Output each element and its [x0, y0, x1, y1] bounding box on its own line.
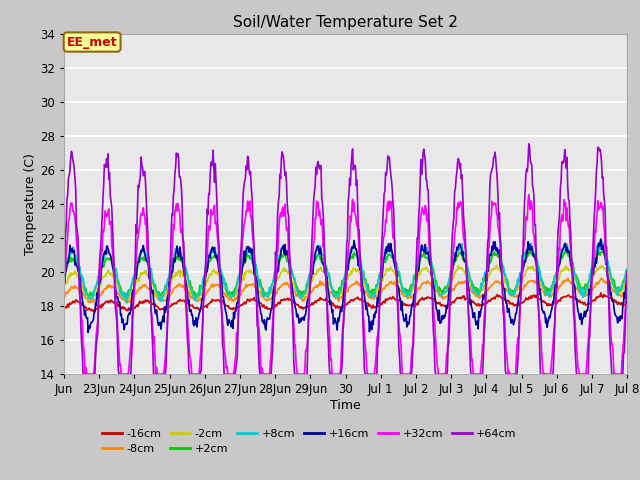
- -16cm: [60, 306, 68, 312]
- -8cm: [564, 275, 572, 281]
- +64cm: [127, 372, 134, 377]
- +8cm: [598, 239, 606, 244]
- +32cm: [436, 372, 444, 377]
- +8cm: [436, 292, 444, 298]
- Line: +32cm: +32cm: [64, 195, 627, 374]
- -2cm: [60, 286, 68, 291]
- +32cm: [280, 214, 287, 219]
- -8cm: [127, 297, 134, 302]
- +2cm: [127, 287, 134, 293]
- -8cm: [123, 300, 131, 306]
- +8cm: [127, 284, 134, 289]
- Y-axis label: Temperature (C): Temperature (C): [24, 153, 37, 255]
- +64cm: [436, 372, 444, 377]
- +8cm: [123, 300, 131, 305]
- +32cm: [127, 341, 134, 347]
- Text: EE_met: EE_met: [67, 36, 118, 48]
- +16cm: [84, 330, 92, 336]
- Line: -2cm: -2cm: [64, 265, 627, 300]
- +2cm: [230, 287, 238, 292]
- +8cm: [623, 266, 631, 272]
- -8cm: [230, 298, 238, 303]
- +64cm: [623, 268, 631, 274]
- +2cm: [436, 287, 444, 292]
- +8cm: [230, 292, 238, 298]
- +16cm: [230, 316, 238, 322]
- -2cm: [404, 292, 412, 298]
- +2cm: [527, 247, 534, 253]
- Line: +64cm: +64cm: [64, 144, 627, 374]
- -2cm: [623, 277, 631, 283]
- +8cm: [280, 245, 287, 251]
- +64cm: [230, 372, 238, 377]
- -2cm: [89, 297, 97, 302]
- -2cm: [230, 295, 238, 300]
- +2cm: [60, 274, 68, 279]
- -8cm: [259, 292, 266, 298]
- +32cm: [525, 192, 532, 198]
- +64cm: [404, 372, 412, 377]
- -16cm: [597, 290, 605, 296]
- +8cm: [259, 289, 266, 295]
- +2cm: [123, 295, 131, 301]
- X-axis label: Time: Time: [330, 399, 361, 412]
- -16cm: [623, 299, 631, 304]
- -16cm: [230, 306, 238, 312]
- +64cm: [259, 372, 266, 377]
- Line: +2cm: +2cm: [64, 250, 627, 298]
- -2cm: [127, 291, 134, 297]
- +32cm: [404, 372, 412, 377]
- +2cm: [623, 268, 631, 274]
- -8cm: [404, 295, 412, 301]
- -16cm: [90, 309, 98, 314]
- +2cm: [404, 288, 412, 293]
- +64cm: [60, 274, 68, 280]
- Title: Soil/Water Temperature Set 2: Soil/Water Temperature Set 2: [233, 15, 458, 30]
- -16cm: [259, 303, 266, 309]
- -8cm: [623, 286, 631, 292]
- +16cm: [259, 319, 266, 324]
- +8cm: [404, 290, 412, 296]
- +16cm: [623, 272, 631, 278]
- -2cm: [493, 263, 500, 268]
- +32cm: [259, 365, 266, 371]
- -16cm: [436, 300, 444, 305]
- +64cm: [79, 372, 87, 377]
- +16cm: [127, 306, 134, 312]
- -8cm: [60, 296, 68, 302]
- -2cm: [280, 265, 287, 271]
- +16cm: [404, 322, 412, 327]
- -2cm: [436, 288, 444, 293]
- +16cm: [436, 320, 444, 326]
- +2cm: [259, 286, 266, 292]
- +32cm: [623, 271, 631, 276]
- Line: -8cm: -8cm: [64, 278, 627, 303]
- +16cm: [60, 281, 68, 287]
- -8cm: [280, 281, 287, 287]
- Legend: -16cm, -8cm, -2cm, +2cm, +8cm, +16cm, +32cm, +64cm: -16cm, -8cm, -2cm, +2cm, +8cm, +16cm, +3…: [98, 424, 521, 459]
- +64cm: [280, 156, 287, 161]
- Line: -16cm: -16cm: [64, 293, 627, 312]
- -16cm: [127, 308, 134, 313]
- +16cm: [280, 242, 287, 248]
- +32cm: [83, 372, 91, 377]
- Line: +8cm: +8cm: [64, 241, 627, 302]
- +8cm: [60, 274, 68, 279]
- -16cm: [280, 297, 287, 302]
- +32cm: [60, 288, 68, 294]
- -8cm: [436, 293, 444, 299]
- +16cm: [597, 236, 605, 242]
- -16cm: [404, 303, 412, 309]
- +2cm: [280, 253, 287, 259]
- Line: +16cm: +16cm: [64, 239, 627, 333]
- +64cm: [525, 141, 532, 147]
- +32cm: [230, 365, 238, 371]
- -2cm: [259, 288, 266, 294]
